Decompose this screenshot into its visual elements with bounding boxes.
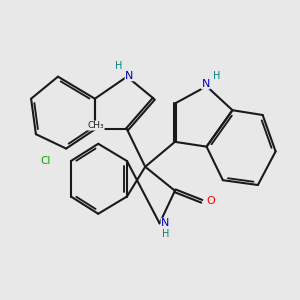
- Text: Cl: Cl: [41, 156, 51, 166]
- Text: N: N: [161, 218, 170, 228]
- Text: H: H: [162, 229, 169, 239]
- Text: N: N: [125, 71, 134, 81]
- Text: N: N: [201, 79, 210, 89]
- Text: H: H: [213, 71, 221, 81]
- Text: CH₃: CH₃: [88, 121, 104, 130]
- Text: O: O: [206, 196, 215, 206]
- Text: H: H: [115, 61, 122, 71]
